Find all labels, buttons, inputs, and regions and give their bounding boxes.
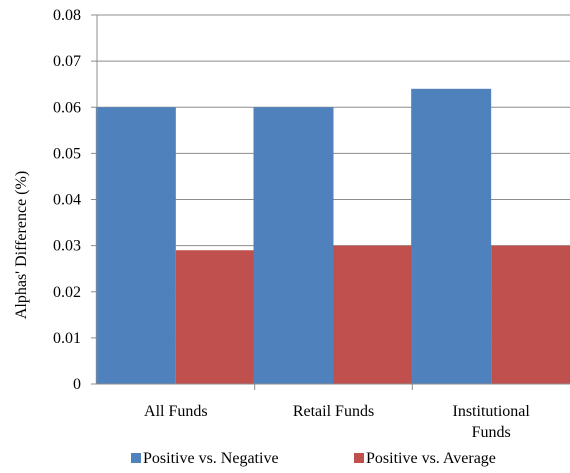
y-tick-label: 0.08 [53, 7, 81, 24]
bar [411, 88, 492, 385]
axes [96, 15, 570, 385]
bar [253, 107, 334, 384]
bar [491, 245, 570, 384]
x-tick-label: Institutional Funds [453, 403, 531, 441]
legend-label: Positive vs. Negative [143, 450, 279, 467]
y-tick-label: 0.01 [53, 330, 81, 347]
bars [95, 88, 570, 385]
y-tick-label: 0.03 [53, 238, 81, 255]
legend-label: Positive vs. Average [366, 450, 496, 467]
y-axis-title: Alphas' Difference (%) [13, 171, 30, 319]
bar [95, 107, 176, 384]
x-tick-label: All Funds [144, 403, 208, 420]
y-tick-label: 0.07 [53, 53, 81, 70]
y-tick-label: 0 [73, 376, 81, 393]
legend-item: Positive vs. Negative [131, 450, 279, 467]
bar [175, 250, 256, 384]
legend-item: Positive vs. Average [354, 450, 496, 467]
bar [333, 245, 414, 384]
y-tick-label: 0.04 [53, 192, 81, 209]
legend-swatch [354, 453, 364, 463]
legend-swatch [131, 453, 141, 463]
y-axis-ticks: 0 0.01 0.02 0.03 0.04 0.05 0.06 0.07 0.08 [53, 7, 97, 393]
y-tick-label: 0.05 [53, 145, 81, 162]
legend: Positive vs. Negative Positive vs. Averag… [131, 450, 496, 467]
y-tick-label: 0.06 [53, 99, 81, 116]
y-tick-label: 0.02 [53, 284, 81, 301]
x-tick-label: Retail Funds [293, 403, 374, 420]
x-axis-ticks: All Funds Retail Funds Institutional Funds [144, 384, 530, 441]
